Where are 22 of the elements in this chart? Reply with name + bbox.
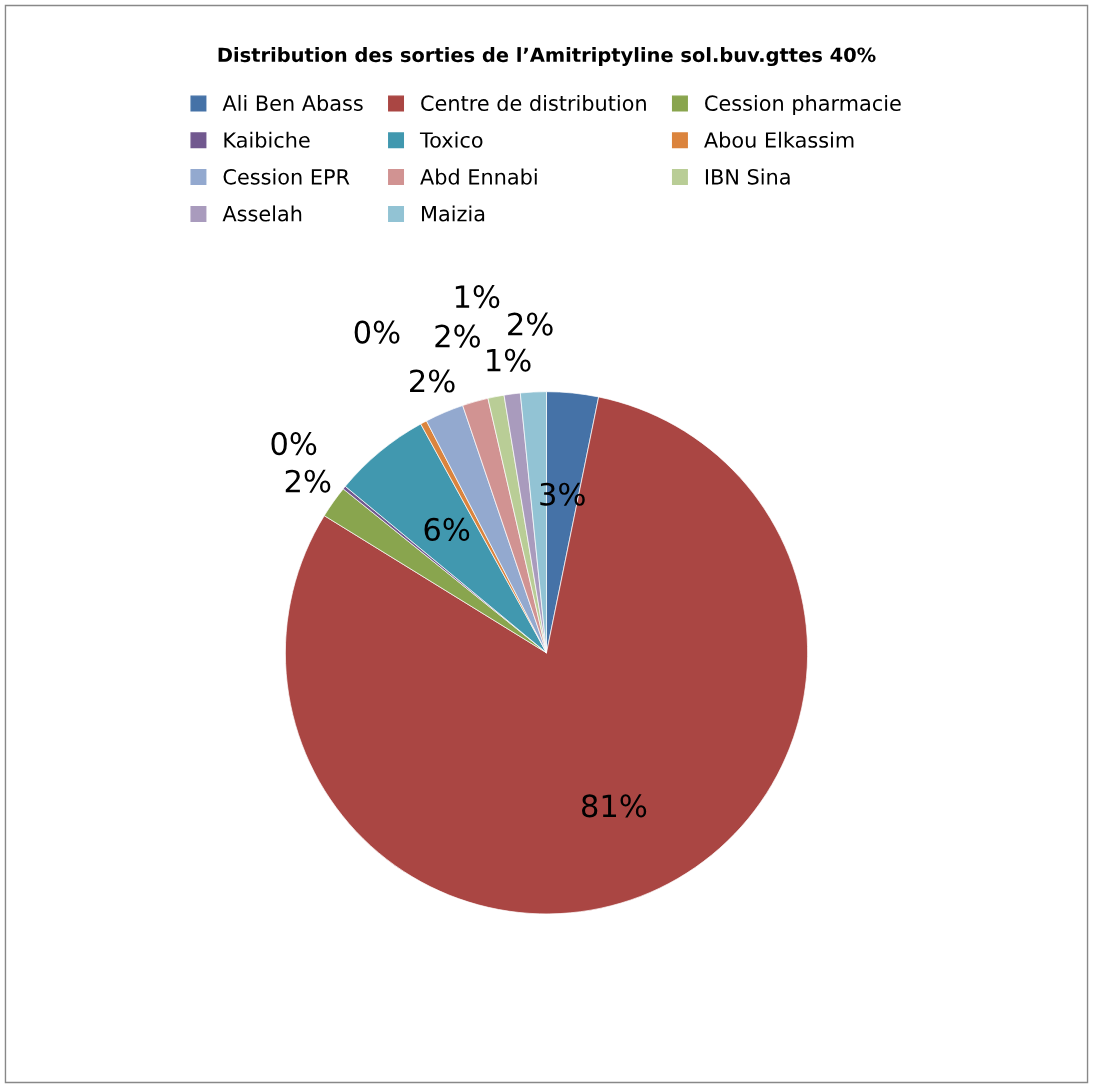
data-label: 0% (271, 432, 317, 456)
data-label: 2% (410, 369, 455, 393)
data-label: 1% (455, 285, 500, 309)
legend-label: Cession pharmacie (705, 94, 901, 116)
legend-label: Abd Ennabi (420, 168, 537, 185)
data-label: 2% (285, 469, 331, 493)
legend-label: Toxico (419, 131, 483, 148)
legend-label: IBN Sina (705, 168, 790, 185)
data-label: 81% (582, 794, 647, 818)
data-label: 1% (487, 348, 531, 372)
data-label: 0% (354, 320, 400, 344)
legend-label: Cession EPR (223, 168, 350, 185)
data-label: 6% (424, 517, 470, 541)
data-label: 2% (508, 312, 553, 336)
legend-label: Maizia (422, 205, 485, 222)
legend-label: Asselah (222, 205, 302, 222)
legend-label: Centre de distribution (421, 94, 646, 112)
legend-label: Abou Elkassim (704, 131, 854, 148)
data-label: 2% (435, 324, 480, 348)
legend-label: Ali Ben Abass (222, 94, 363, 112)
legend-label: Kaibiche (224, 131, 310, 148)
chart-title: Distribution des sorties de l’Amitriptyline sol.buv.gttes 40% (218, 47, 876, 67)
